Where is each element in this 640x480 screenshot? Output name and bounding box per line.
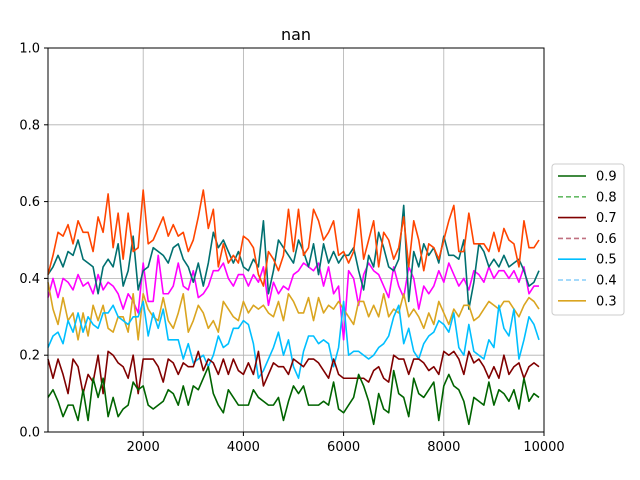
x-tick-label: 10000	[523, 440, 564, 455]
data-series	[47, 189, 540, 426]
y-tick-label: 0.2	[19, 349, 40, 364]
y-tick-label: 0.6	[19, 195, 40, 210]
axes: 2000 4000 6000 8000 10000 0.0 0.2 0.4 0.6 0.8 1.0	[19, 42, 564, 456]
series-line	[47, 204, 540, 310]
series-line	[47, 189, 540, 287]
legend-box	[551, 163, 625, 316]
series-line	[47, 254, 539, 341]
legend-label: 0.4	[596, 274, 617, 289]
legend-label: 0.7	[596, 211, 617, 226]
series-line	[47, 365, 540, 426]
series-line	[47, 300, 540, 380]
legend-label: 0.3	[596, 294, 617, 309]
legend-label: 0.9	[596, 170, 617, 185]
legend: 0.9 0.8 0.7 0.6 0.5 0.4 0.3	[551, 163, 625, 316]
x-tick-label: 8000	[427, 440, 460, 455]
x-tick-label: 2000	[127, 440, 160, 455]
legend-label: 0.5	[596, 253, 617, 268]
y-tick-label: 0.4	[19, 272, 40, 287]
series-line	[47, 350, 540, 395]
y-tick-label: 0.8	[19, 118, 40, 133]
legend-label: 0.8	[596, 190, 617, 205]
legend-label: 0.6	[596, 232, 617, 247]
y-tick-label: 1.0	[19, 42, 40, 57]
x-tick-label: 6000	[327, 440, 360, 455]
series-line	[47, 282, 540, 341]
x-tick-label: 4000	[227, 440, 260, 455]
y-tick-label: 0.0	[19, 426, 40, 441]
plot-area-frame	[47, 47, 545, 433]
chart-title: nan	[281, 25, 311, 44]
